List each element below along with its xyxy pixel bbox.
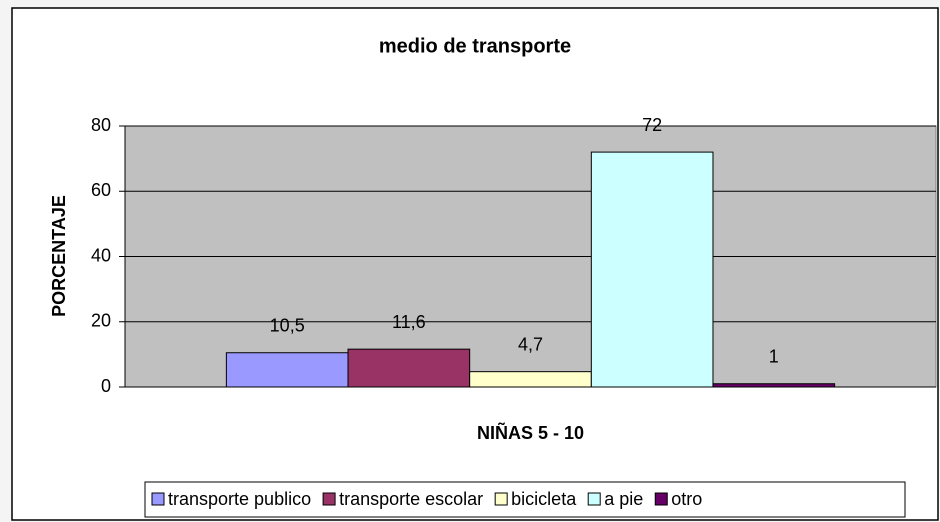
data-label: 11,6 [392,312,426,332]
y-tick-label: 20 [91,311,111,331]
legend-label: bicicleta [511,489,577,509]
bar [469,371,592,388]
bar [590,151,714,388]
y-tick-label: 0 [101,376,111,396]
legend-label: a pie [604,489,643,509]
legend-swatch [322,492,336,506]
legend-swatch [151,492,165,506]
legend-label: otro [671,489,702,509]
legend-swatch [587,492,601,506]
data-label: 72 [642,115,662,135]
x-axis-label: NIÑAS 5 - 10 [477,422,584,443]
y-tick-label: 40 [91,245,111,265]
legend [144,481,906,518]
bar [712,383,836,388]
legend-label: transporte escolar [339,489,483,509]
legend-swatch [654,492,668,506]
data-label: 10,5 [270,315,305,335]
bar [225,352,349,388]
legend-label: transporte publico [168,489,311,509]
legend-swatch [494,492,508,506]
y-tick-label: 80 [91,115,111,135]
chart-title: medio de transporte [379,35,571,57]
data-label: 1 [769,346,779,366]
y-axis-label: PORCENTAJE [49,195,69,317]
data-label: 4,7 [518,334,543,354]
y-tick-label: 60 [91,180,111,200]
bar [347,348,471,388]
